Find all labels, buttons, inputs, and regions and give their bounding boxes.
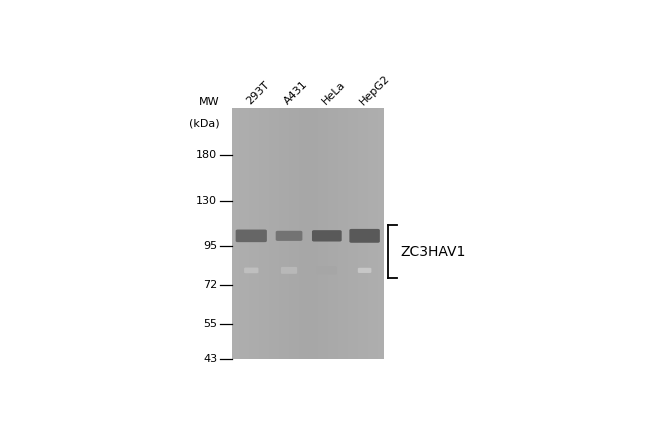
Text: 180: 180 <box>196 150 217 160</box>
Text: HepG2: HepG2 <box>358 73 391 107</box>
FancyBboxPatch shape <box>349 229 380 243</box>
Text: 43: 43 <box>203 354 217 364</box>
Text: ZC3HAV1: ZC3HAV1 <box>400 245 466 259</box>
Text: 293T: 293T <box>244 80 271 107</box>
Text: 72: 72 <box>203 280 217 290</box>
FancyBboxPatch shape <box>358 268 371 273</box>
Text: 130: 130 <box>196 196 217 206</box>
Text: 55: 55 <box>203 319 217 329</box>
Text: (kDa): (kDa) <box>189 119 220 129</box>
FancyBboxPatch shape <box>281 267 297 274</box>
FancyBboxPatch shape <box>276 231 302 241</box>
Text: A431: A431 <box>282 79 309 107</box>
FancyBboxPatch shape <box>236 230 267 242</box>
FancyBboxPatch shape <box>244 268 259 273</box>
Text: HeLa: HeLa <box>320 80 347 107</box>
Text: MW: MW <box>199 97 220 107</box>
FancyBboxPatch shape <box>312 230 342 241</box>
FancyBboxPatch shape <box>317 266 337 274</box>
Text: 95: 95 <box>203 241 217 251</box>
